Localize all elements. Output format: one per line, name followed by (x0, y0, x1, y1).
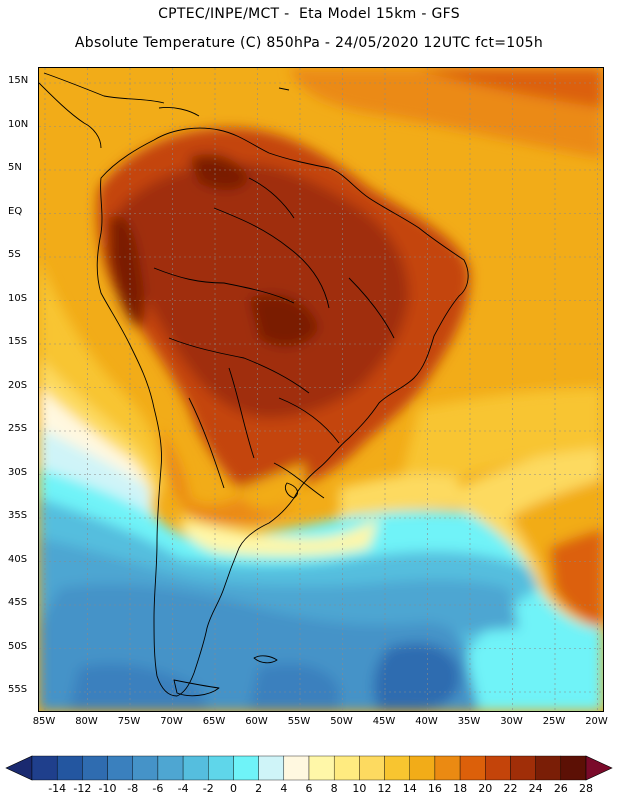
colorbar-level-label: 6 (305, 782, 313, 795)
colorbar-level-label: 26 (553, 782, 568, 795)
colorbar-segment (485, 755, 511, 781)
lon-tick-label: 30W (500, 716, 523, 727)
lat-tick-label: 45S (8, 597, 28, 608)
lat-lon-grid (39, 68, 603, 711)
colorbar-segment (107, 755, 133, 781)
colorbar-segment (333, 755, 360, 781)
colorbar-segment (157, 755, 184, 781)
colorbar-segment (182, 755, 209, 781)
lat-tick-label: 5S (8, 249, 21, 260)
colorbar-segment (409, 755, 436, 781)
colorbar-segment (258, 755, 285, 781)
lon-tick-label: 70W (160, 716, 183, 727)
colorbar-level-label: 0 (229, 782, 237, 795)
colorbar-level-label: -14 (48, 782, 67, 795)
colorbar-segment (384, 755, 410, 781)
colorbar-segment (434, 755, 461, 781)
colorbar-level-label: -4 (177, 782, 189, 795)
lat-tick-label: 15S (8, 336, 28, 347)
colorbar-segment (208, 755, 234, 781)
colorbar-level-label: 8 (330, 782, 338, 795)
lon-tick-label: 50W (330, 716, 353, 727)
lon-tick-label: 20W (585, 716, 608, 727)
colorbar-level-label: 24 (528, 782, 543, 795)
lon-tick-label: 60W (245, 716, 268, 727)
colorbar-segment (560, 755, 587, 781)
colorbar-segment (510, 755, 536, 781)
lon-tick-label: 75W (117, 716, 141, 727)
lon-tick-label: 80W (75, 716, 98, 727)
colorbar-level-label: -12 (73, 782, 92, 795)
lon-tick-label: 25W (542, 716, 566, 727)
colorbar-level-label: 12 (377, 782, 392, 795)
lon-tick-label: 40W (415, 716, 438, 727)
colorbar-level-label: -2 (202, 782, 214, 795)
colorbar-level-label: 14 (402, 782, 417, 795)
lon-tick-label: 85W (32, 716, 56, 727)
lat-tick-label: 35S (8, 510, 28, 521)
colorbar-segment (359, 755, 385, 781)
lat-tick-label: 55S (8, 684, 28, 695)
chart-title-line-1: CPTEC/INPE/MCT - Eta Model 15km - GFS (158, 6, 460, 22)
coastlines (39, 72, 469, 697)
lon-tick-label: 45W (372, 716, 396, 727)
colorbar-segment (132, 755, 159, 781)
lat-tick-label: 10S (8, 292, 28, 304)
colorbar (5, 755, 613, 781)
colorbar-segment (283, 755, 310, 781)
lat-tick-label: 40S (8, 553, 28, 565)
temperature-map (38, 67, 604, 712)
lat-tick-label: EQ (8, 205, 23, 217)
colorbar-segment (308, 755, 335, 781)
lat-tick-label: 30S (8, 466, 28, 478)
colorbar-level-label: 10 (352, 782, 367, 795)
chart-title-line-2: Absolute Temperature (C) 850hPa - 24/05/… (74, 35, 544, 51)
lat-tick-label: 20S (8, 379, 28, 391)
lat-tick-label: 15N (8, 75, 29, 86)
temperature-shading (39, 68, 603, 711)
colorbar-level-label: -8 (127, 782, 139, 795)
colorbar-level-label: 16 (427, 782, 442, 795)
lat-tick-label: 50S (8, 640, 28, 652)
colorbar-level-label: -10 (98, 782, 117, 795)
colorbar-segment (31, 755, 58, 781)
lon-tick-label: 55W (287, 716, 311, 727)
colorbar-level-label: 4 (280, 782, 288, 795)
colorbar-segment (82, 755, 108, 781)
colorbar-level-label: 2 (255, 782, 263, 795)
colorbar-segment (233, 755, 259, 781)
colorbar-over-arrow (585, 755, 613, 781)
lat-tick-label: 25S (8, 423, 28, 434)
colorbar-level-label: -6 (152, 782, 164, 795)
colorbar-segment (459, 755, 486, 781)
lon-tick-label: 35W (457, 716, 481, 727)
colorbar-level-label: 18 (453, 782, 468, 795)
lat-tick-label: 10N (8, 118, 29, 130)
colorbar-under-arrow (5, 755, 33, 781)
colorbar-level-label: 28 (579, 782, 593, 795)
lat-tick-label: 5N (8, 162, 22, 173)
lon-tick-label: 65W (202, 716, 226, 727)
colorbar-segment (56, 755, 83, 781)
temperature-field (39, 68, 603, 711)
colorbar-segment (535, 755, 562, 781)
colorbar-level-label: 20 (478, 782, 493, 795)
colorbar-level-label: 22 (503, 782, 518, 795)
